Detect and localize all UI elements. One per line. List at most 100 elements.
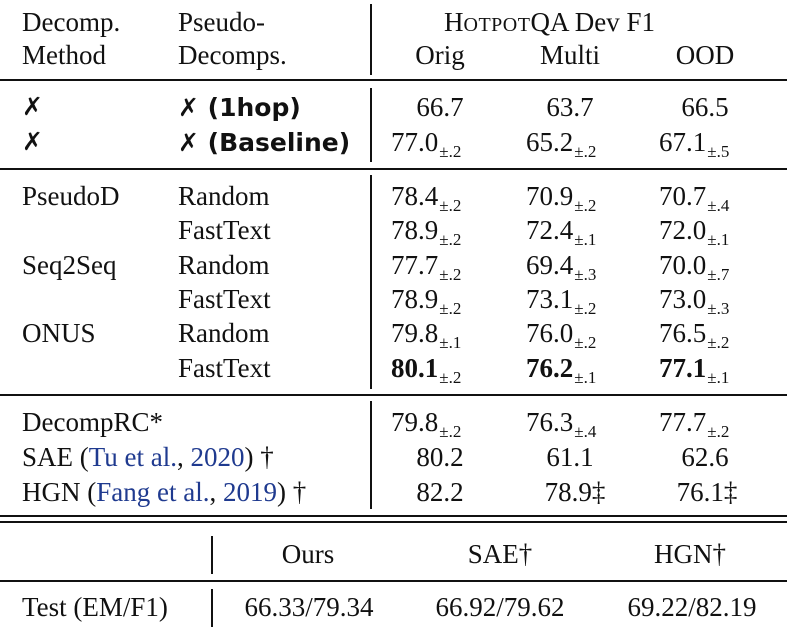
header-dataset-group: HOTPOTQA Dev F1 [444, 9, 655, 36]
header-decomp-method-line1: Decomp. [22, 7, 121, 37]
cell-std: ±.4 [707, 196, 730, 215]
cell-value: 80.1 [391, 353, 439, 383]
column-separator [370, 4, 372, 75]
system-label: SAE (Tu et al., 2020) † [22, 444, 274, 471]
test-column-separator [211, 589, 213, 627]
header-dataset-otpot: OTPOT [463, 14, 531, 36]
header-orig: Orig [415, 40, 465, 70]
cell-multi: 70.9±.2 [526, 181, 596, 215]
column-separator [370, 175, 372, 389]
cell-value: 78.9 [391, 215, 439, 245]
citation-link[interactable]: Tu et al. [88, 442, 178, 472]
test-header-ours: Ours [281, 539, 335, 569]
cell-value: 77.7 [659, 407, 707, 437]
citation-year-link[interactable]: 2020 [190, 442, 245, 472]
baseline-pseudo-text: ✗ (1hop) [178, 93, 301, 122]
cell-value: 77.7 [391, 250, 439, 280]
cell-value: 70.0 [659, 250, 707, 280]
header-multi: Multi [539, 40, 600, 70]
cell-orig: 79.8±.2 [391, 407, 461, 441]
cell-orig: 77.7±.2 [391, 250, 461, 284]
cell-std: ±.2 [439, 265, 462, 284]
system-suffix: ) † [276, 477, 307, 507]
cell-ood: 73.0±.3 [659, 284, 729, 318]
pseudo-label: Random [178, 318, 270, 348]
cell-value: 76.2 [526, 353, 574, 383]
cell-std: ±.1 [707, 368, 730, 387]
cell-value: 73.1 [526, 284, 574, 314]
cell-std: ±.3 [574, 265, 597, 284]
cell-ood: 77.7±.2 [659, 407, 729, 441]
header-dataset-h: H [444, 7, 464, 37]
pseudo-label: FastText [178, 215, 271, 245]
cell-std: ±.2 [707, 422, 730, 441]
cell-ood: 76.5±.2 [659, 318, 729, 352]
cell-ood-best: 77.1±.1 [659, 353, 729, 387]
citation-link[interactable]: Fang et al. [96, 477, 210, 507]
system-name: SAE ( [22, 442, 89, 472]
cell-std: ±.2 [439, 299, 462, 318]
cell-multi: 78.9‡ [544, 477, 606, 507]
cell-orig: 82.2 [416, 477, 464, 507]
cell-multi: 73.1±.2 [526, 284, 596, 318]
baseline-method-cross: ✗ [22, 127, 43, 156]
cell-std: ±.2 [439, 196, 462, 215]
cell-std: ±.2 [574, 196, 597, 215]
method-label: Seq2Seq [22, 250, 117, 280]
cell-std: ±.4 [574, 422, 597, 441]
cell-value: 79.8 [391, 407, 439, 437]
header-pseudo-decomps-line1: Pseudo- [178, 7, 265, 37]
citation-sep: , [209, 477, 223, 507]
header-rule [0, 79, 787, 81]
cell-value: 76.0 [526, 318, 574, 348]
cell-std: ±.2 [439, 230, 462, 249]
cell-value: 78.9 [391, 284, 439, 314]
cell-value: 76.5 [659, 318, 707, 348]
cell-multi: 69.4±.3 [526, 252, 596, 284]
system-label: HGN (Fang et al., 2019) † [22, 479, 306, 506]
test-header-sae: SAE† [467, 539, 533, 569]
citation-sep: , [177, 442, 191, 472]
double-rule-top [0, 515, 787, 518]
cell-std: ±.3 [707, 299, 730, 318]
pseudo-label: Random [178, 181, 270, 211]
cell-std: ±.2 [439, 368, 462, 387]
cell-multi: 72.4±.1 [526, 217, 596, 249]
cell-value: 77.1 [659, 353, 707, 383]
test-value-ours: 66.33/79.34 [244, 592, 374, 622]
cell-std: ±.5 [707, 142, 730, 161]
baseline-pseudo: ✗ (1hop) [178, 94, 301, 121]
cell-orig: 79.8±.1 [391, 320, 461, 352]
cell-std: ±.2 [574, 333, 597, 352]
baseline-pseudo-text: ✗ (Baseline) [178, 128, 351, 157]
cell-value: 76.3 [526, 407, 574, 437]
section-rule [0, 168, 787, 170]
cell-std: ±.2 [574, 299, 597, 318]
cell-std: ±.1 [574, 230, 597, 249]
cell-multi: 76.0±.2 [526, 318, 596, 352]
pseudo-label: FastText [178, 353, 271, 383]
test-header-hgn: HGN† [654, 539, 726, 569]
cell-orig: 78.9±.2 [391, 284, 461, 318]
system-name: HGN ( [22, 477, 97, 507]
cell-value: 77.0 [391, 127, 439, 157]
cell-orig: 80.2 [416, 442, 464, 472]
test-value-hgn: 69.22/82.19 [627, 592, 757, 622]
test-column-separator [211, 536, 213, 574]
cell-value: 73.0 [659, 284, 707, 314]
system-suffix: ) † [244, 442, 274, 472]
system-label: DecompRC* [22, 407, 163, 437]
cell-std: ±.1 [707, 230, 730, 249]
column-separator [370, 88, 372, 162]
section-rule [0, 394, 787, 396]
cell-value: 78.4 [391, 181, 439, 211]
cell-value: 70.9 [526, 181, 574, 211]
pseudo-label: FastText [178, 284, 271, 314]
cell-value: 70.7 [659, 181, 707, 211]
cell-orig: 77.0±.2 [391, 127, 461, 161]
cell-orig: 78.9±.2 [391, 215, 461, 249]
citation-year-link[interactable]: 2019 [222, 477, 277, 507]
cell-ood: 70.0±.7 [659, 250, 729, 284]
cell-orig-best: 80.1±.2 [391, 353, 461, 387]
cell-orig: 78.4±.2 [391, 181, 461, 215]
